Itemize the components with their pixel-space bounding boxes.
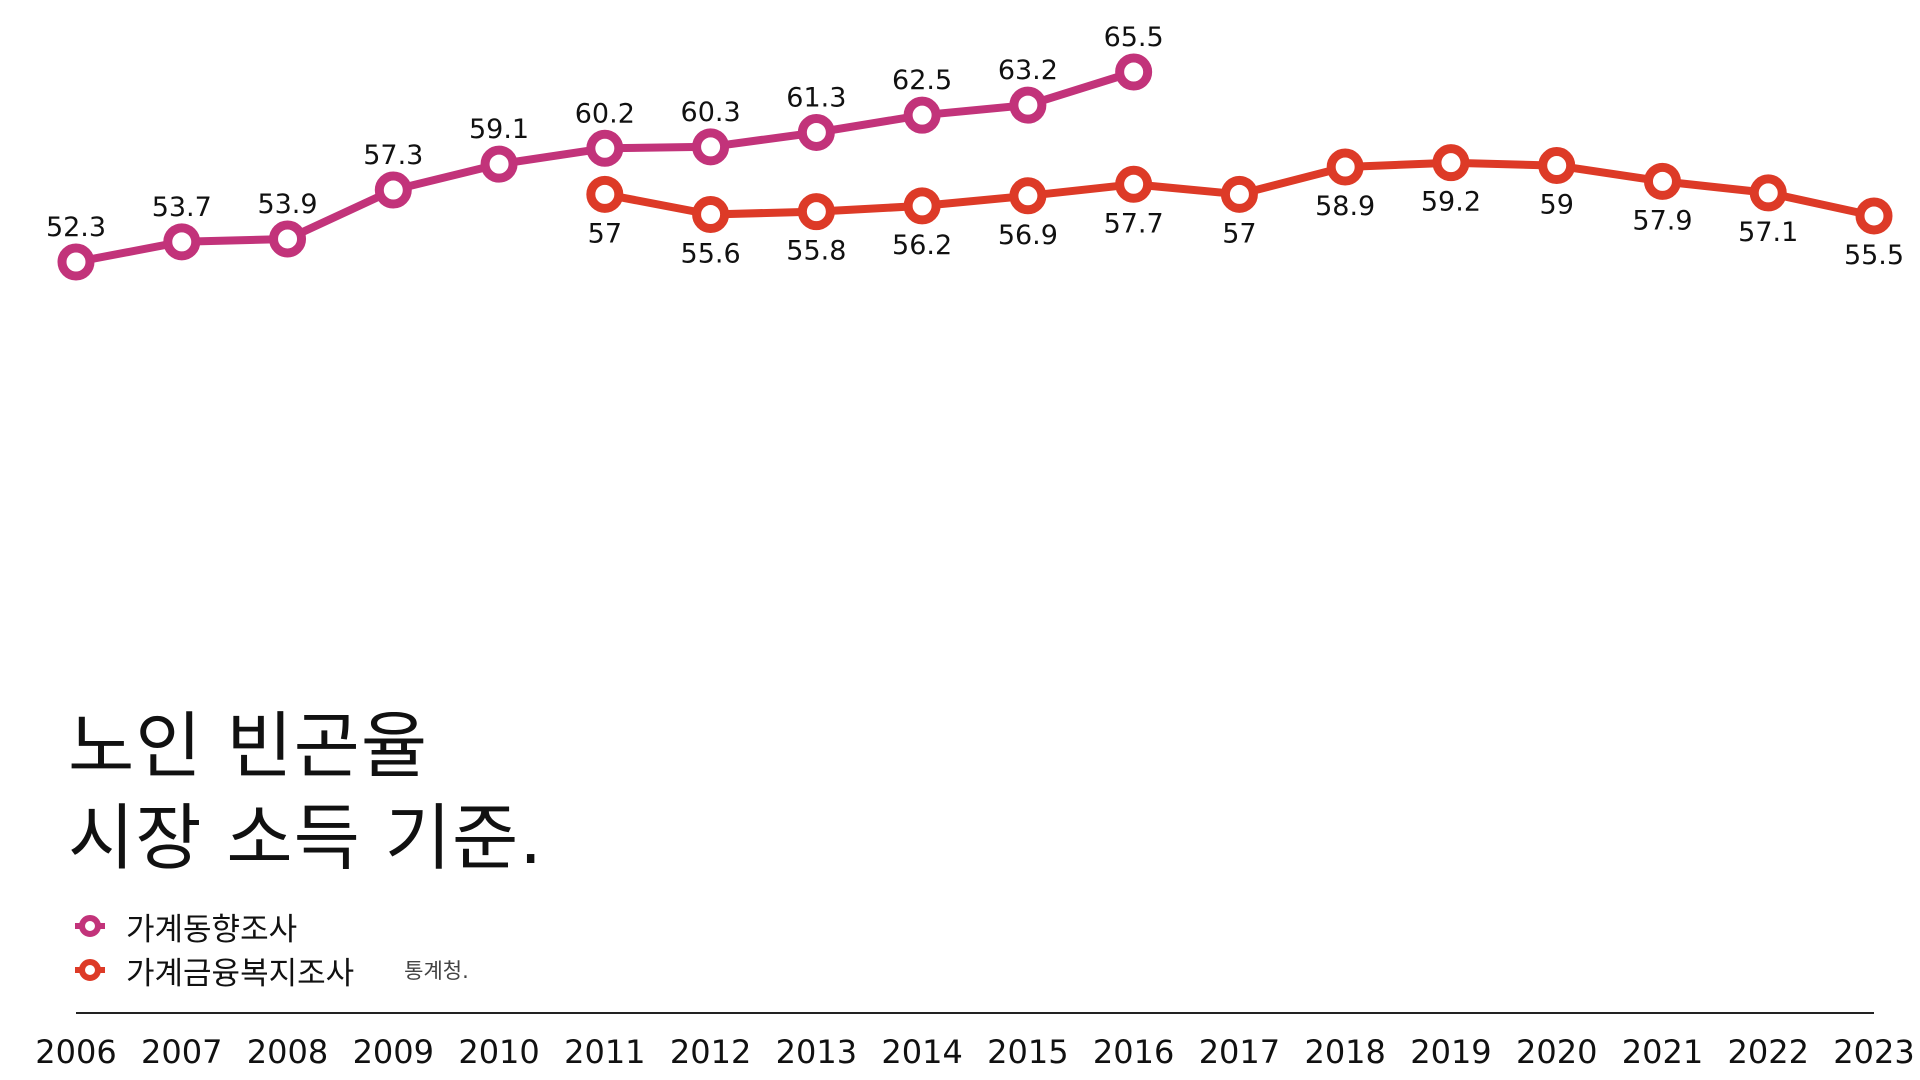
series-1-data-label-2016: 65.5: [1104, 22, 1164, 53]
x-tick-label-2017: 2017: [1199, 1033, 1280, 1071]
series-2-point-2013: [797, 193, 835, 231]
series-2-point-2014: [903, 187, 941, 225]
series-2-data-label-2011: 57: [588, 218, 622, 249]
series-1-point-2009: [374, 171, 412, 209]
x-tick-label-2007: 2007: [141, 1033, 222, 1071]
series-2-data-label-2018: 58.9: [1315, 191, 1375, 222]
series-1-data-label-2009: 57.3: [363, 140, 423, 171]
series-1-point-2007: [163, 223, 201, 261]
series-2-point-2016: [1115, 165, 1153, 203]
x-tick-label-2014: 2014: [881, 1033, 962, 1071]
series-2-point-2011: [586, 175, 624, 213]
series-2-data-label-2021: 57.9: [1632, 205, 1692, 236]
series-2-data-label-2015: 56.9: [998, 220, 1058, 251]
series-2-data-label-2014: 56.2: [892, 230, 952, 261]
legend-label-series-1: 가계동향조사: [126, 911, 298, 948]
series-1-data-label-2010: 59.1: [469, 114, 529, 145]
x-tick-label-2020: 2020: [1516, 1033, 1597, 1071]
series-2-data-label-2023: 55.5: [1844, 240, 1904, 271]
series-2-data-label-2012: 55.6: [681, 239, 741, 270]
series-1-point-2006: [57, 243, 95, 281]
chart-title-line-2: 시장 소득 기준.: [68, 796, 544, 880]
series-1-data-label-2008: 53.9: [257, 189, 317, 220]
series-1-point-2012: [692, 128, 730, 166]
series-1-data-label-2006: 52.3: [46, 212, 106, 243]
series-1-point-2011: [586, 129, 624, 167]
legend-item-series-2: 가계금융복지조사 통계청.: [74, 948, 469, 992]
series-2-data-label-2022: 57.1: [1738, 217, 1798, 248]
data-label-layer: 52.3 53.7 53.9 57.3 59.1 60.2 60.3 61.3 62.5 63.2…: [46, 22, 1904, 271]
series-2-point-2020: [1538, 147, 1576, 185]
x-tick-label-2010: 2010: [458, 1033, 539, 1071]
series-2-point-2012: [692, 196, 730, 233]
x-tick-label-2016: 2016: [1093, 1033, 1174, 1071]
x-tick-label-2006: 2006: [35, 1033, 116, 1071]
series-1-data-label-2007: 53.7: [152, 192, 212, 223]
chart-title-line-1: 노인 빈곤율: [68, 704, 429, 788]
legend-marker-series-2-icon: [75, 959, 105, 981]
x-axis-ticks: 2006 2007 2008 2009 2010 2011 2012 2013 2014 2015…: [35, 1033, 1914, 1071]
series-1-point-2013: [797, 113, 835, 151]
x-tick-label-2011: 2011: [564, 1033, 645, 1071]
x-tick-label-2018: 2018: [1304, 1033, 1385, 1071]
legend-label-series-2: 가계금융복지조사: [126, 955, 355, 992]
legend-marker-series-1-icon: [75, 915, 105, 937]
source-note: 통계청.: [404, 959, 469, 983]
x-tick-label-2023: 2023: [1833, 1033, 1914, 1071]
series-layer: [57, 53, 1893, 281]
legend-item-series-1: 가계동향조사: [74, 904, 469, 948]
series-2-data-label-2013: 55.8: [786, 236, 846, 267]
series-2-point-2015: [1009, 177, 1047, 215]
x-tick-label-2008: 2008: [247, 1033, 328, 1071]
series-1-data-label-2013: 61.3: [786, 82, 846, 113]
x-tick-label-2015: 2015: [987, 1033, 1068, 1071]
series-2-point-2018: [1326, 148, 1364, 186]
series-1-point-2014: [903, 96, 941, 134]
series-1-point-2016: [1115, 53, 1153, 91]
series-2-point-2021: [1643, 162, 1681, 200]
series-2-point-2023: [1855, 197, 1893, 235]
series-1-point-2010: [480, 145, 518, 183]
series-2-data-label-2017: 57: [1222, 218, 1256, 249]
series-1-point-2008: [269, 220, 307, 258]
series-1-data-label-2015: 63.2: [998, 55, 1058, 86]
series-1-data-label-2011: 60.2: [575, 98, 635, 129]
chart-title: 노인 빈곤율 시장 소득 기준.: [68, 700, 543, 884]
series-1-data-label-2012: 60.3: [681, 97, 741, 128]
x-tick-label-2019: 2019: [1410, 1033, 1491, 1071]
x-tick-label-2013: 2013: [776, 1033, 857, 1071]
series-2-data-label-2016: 57.7: [1104, 208, 1164, 239]
series-1-data-label-2014: 62.5: [892, 65, 952, 96]
series-2-point-2022: [1749, 174, 1787, 212]
series-2-point-2017: [1220, 175, 1258, 213]
series-2-data-label-2019: 59.2: [1421, 187, 1481, 218]
series-2-data-label-2020: 59: [1540, 190, 1574, 221]
x-tick-label-2022: 2022: [1728, 1033, 1809, 1071]
x-tick-label-2012: 2012: [670, 1033, 751, 1071]
series-1-point-2015: [1009, 86, 1047, 124]
x-tick-label-2021: 2021: [1622, 1033, 1703, 1071]
series-2-point-2019: [1432, 144, 1470, 182]
x-tick-label-2009: 2009: [353, 1033, 434, 1071]
chart-legend: 가계동향조사 가계금융복지조사 통계청.: [74, 904, 469, 992]
